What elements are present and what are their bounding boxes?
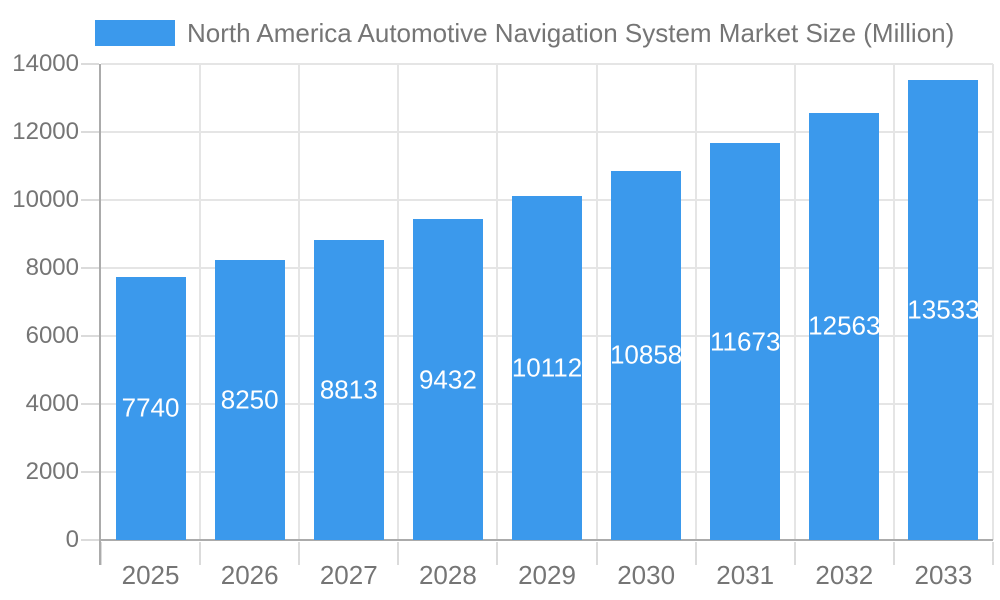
legend: North America Automotive Navigation Syst… bbox=[95, 18, 954, 48]
gridline-vertical bbox=[992, 64, 994, 540]
x-tick-label: 2026 bbox=[220, 560, 279, 590]
y-axis-tick bbox=[81, 131, 99, 133]
y-axis-tick bbox=[81, 267, 99, 269]
y-tick-label: 12000 bbox=[12, 118, 79, 145]
x-axis-tick bbox=[496, 542, 499, 565]
gridline-vertical bbox=[793, 64, 796, 540]
y-axis-line bbox=[99, 64, 101, 565]
y-axis-tick bbox=[81, 471, 99, 473]
x-axis-tick bbox=[397, 542, 400, 565]
gridline-vertical bbox=[595, 64, 598, 540]
x-tick-label: 2029 bbox=[518, 560, 576, 590]
x-axis-tick bbox=[298, 542, 301, 565]
bar-2026[interactable] bbox=[214, 259, 285, 540]
bar-2027[interactable] bbox=[313, 240, 384, 540]
x-tick-label: 2027 bbox=[319, 560, 378, 590]
x-axis-line bbox=[99, 539, 993, 541]
gridline-vertical bbox=[298, 64, 301, 540]
x-tick-label: 2030 bbox=[617, 560, 676, 590]
x-axis-tick bbox=[100, 542, 102, 565]
bar-value-label: 11673 bbox=[710, 326, 781, 357]
y-axis-tick bbox=[81, 403, 99, 405]
y-tick-label: 2000 bbox=[25, 458, 79, 485]
y-tick-label: 8000 bbox=[25, 254, 79, 281]
y-axis-tick bbox=[81, 539, 99, 541]
y-tick-label: 14000 bbox=[12, 50, 79, 77]
y-axis-tick bbox=[81, 335, 99, 337]
gridline-horizontal bbox=[101, 131, 993, 133]
bar-2028[interactable] bbox=[412, 219, 483, 540]
y-tick-label: 0 bbox=[65, 526, 79, 553]
bar-value-label: 12563 bbox=[808, 310, 881, 341]
x-axis-tick bbox=[694, 542, 697, 565]
bar-value-label: 10858 bbox=[609, 339, 683, 370]
legend-item[interactable]: North America Automotive Navigation Syst… bbox=[95, 18, 954, 48]
bar-value-label: 7740 bbox=[121, 392, 180, 423]
gridline-horizontal bbox=[101, 63, 993, 65]
x-tick-label: 2025 bbox=[121, 560, 180, 590]
y-axis-tick bbox=[81, 63, 99, 65]
x-tick-label: 2032 bbox=[815, 560, 874, 590]
y-tick-label: 6000 bbox=[25, 322, 79, 349]
legend-label: North America Automotive Navigation Syst… bbox=[187, 18, 955, 48]
x-axis-tick bbox=[199, 542, 202, 565]
x-tick-label: 2033 bbox=[914, 560, 973, 590]
bar-value-label: 13533 bbox=[907, 294, 980, 325]
x-axis-tick bbox=[892, 542, 895, 565]
y-tick-label: 10000 bbox=[12, 186, 79, 213]
x-tick-label: 2028 bbox=[418, 560, 477, 590]
y-axis-tick bbox=[81, 199, 99, 201]
plot-area: 0 2000 4000 6000 8000 10000 12000 14000 2025 2026… bbox=[12, 50, 994, 590]
bar-value-label: 10112 bbox=[511, 352, 583, 383]
bar-2033[interactable] bbox=[908, 79, 979, 540]
gridline-vertical bbox=[496, 64, 499, 540]
bar-value-label: 8813 bbox=[319, 374, 378, 405]
bar-2029[interactable] bbox=[512, 196, 582, 540]
gridline-vertical bbox=[892, 64, 895, 540]
bar-2030[interactable] bbox=[611, 170, 682, 540]
x-axis-tick bbox=[793, 542, 796, 565]
bar-2031[interactable] bbox=[710, 143, 781, 540]
gridline-vertical bbox=[694, 64, 697, 540]
bar-2025[interactable] bbox=[115, 276, 186, 540]
bar-value-label: 8250 bbox=[220, 384, 279, 415]
bar-2032[interactable] bbox=[809, 112, 880, 540]
x-tick-label: 2031 bbox=[716, 560, 775, 590]
y-tick-label: 4000 bbox=[25, 390, 79, 417]
gridline-vertical bbox=[397, 64, 400, 540]
legend-swatch bbox=[95, 20, 175, 46]
gridline-vertical bbox=[199, 64, 202, 540]
bar-value-label: 9432 bbox=[418, 364, 477, 395]
x-axis-tick bbox=[992, 542, 994, 565]
x-axis-tick bbox=[595, 542, 598, 565]
